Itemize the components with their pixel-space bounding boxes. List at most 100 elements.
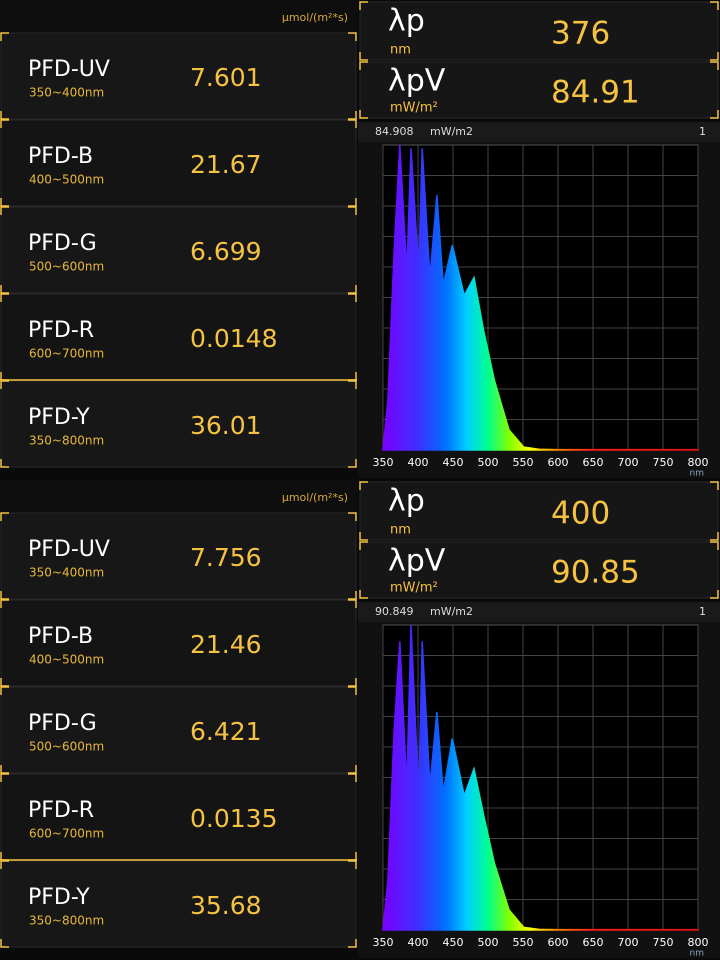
corner-mark xyxy=(710,481,719,490)
y-unit: mW/m2 xyxy=(430,605,473,618)
row-card xyxy=(0,206,357,294)
row-range: 500~600nm xyxy=(29,260,104,274)
row-name: PFD-B xyxy=(28,624,93,649)
row-range: 600~700nm xyxy=(29,827,104,841)
row-value: 21.46 xyxy=(190,630,262,659)
corner-mark xyxy=(0,206,9,215)
row-range: 400~500nm xyxy=(29,653,104,667)
corner-mark xyxy=(710,1,719,10)
x-tick-label: 650 xyxy=(583,456,604,469)
row-value: 7.601 xyxy=(190,63,262,92)
x-tick-label: 450 xyxy=(443,936,464,949)
row-range: 350~400nm xyxy=(29,566,104,580)
x-tick-label: 450 xyxy=(443,456,464,469)
corner-mark xyxy=(348,860,357,869)
corner-mark xyxy=(348,599,357,608)
corner-mark xyxy=(359,481,368,490)
corner-mark xyxy=(348,773,357,782)
corner-mark xyxy=(348,111,357,120)
x-tick-label: 800 xyxy=(688,456,709,469)
corner-mark xyxy=(348,686,357,695)
row-name: PFD-UV xyxy=(28,57,110,82)
box-label: λpV xyxy=(388,64,446,99)
box-value: 84.91 xyxy=(551,75,640,111)
corner-mark xyxy=(0,380,9,389)
corner-mark xyxy=(348,765,357,774)
corner-mark xyxy=(348,459,357,468)
corner-mark xyxy=(0,198,9,207)
corner-mark xyxy=(0,293,9,302)
corner-mark xyxy=(710,61,719,70)
spectrum-area xyxy=(382,144,699,451)
corner-mark xyxy=(359,541,368,550)
row-card xyxy=(0,293,357,381)
box-label: λp xyxy=(388,4,425,39)
unit-bar xyxy=(0,0,357,32)
row-card xyxy=(0,686,357,774)
value-box xyxy=(359,1,719,61)
unit-label: μmol/(m²*s) xyxy=(282,11,348,24)
corner-mark xyxy=(348,119,357,128)
corner-mark xyxy=(348,293,357,302)
x-tick-label: 500 xyxy=(478,936,499,949)
x-tick-label: 400 xyxy=(408,456,429,469)
row-range: 350~800nm xyxy=(29,434,104,448)
row-value: 36.01 xyxy=(190,411,262,440)
corner-mark xyxy=(359,61,368,70)
row-name: PFD-B xyxy=(28,144,93,169)
x-tick-label: 550 xyxy=(513,936,534,949)
row-range: 500~600nm xyxy=(29,740,104,754)
row-card xyxy=(0,773,357,861)
row-value: 7.756 xyxy=(190,543,262,572)
corner-mark xyxy=(710,52,719,61)
row-value: 35.68 xyxy=(190,891,262,920)
row-value: 0.0135 xyxy=(190,804,277,833)
x-tick-label: 350 xyxy=(373,936,394,949)
row-card xyxy=(0,512,357,600)
corner-mark xyxy=(348,32,357,41)
row-card xyxy=(0,32,357,120)
value-box xyxy=(359,481,719,541)
x-tick-label: 400 xyxy=(408,936,429,949)
corner-mark xyxy=(710,590,719,599)
box-value: 400 xyxy=(551,496,610,532)
corner-mark xyxy=(0,939,9,948)
row-card xyxy=(0,119,357,207)
box-unit: mW/m² xyxy=(390,101,438,116)
x-tick-label: 350 xyxy=(373,456,394,469)
y-max-label: 84.908 xyxy=(375,125,414,138)
corner-mark xyxy=(0,686,9,695)
row-value: 21.67 xyxy=(190,150,262,179)
corner-mark xyxy=(348,591,357,600)
corner-mark xyxy=(0,599,9,608)
corner-mark xyxy=(348,285,357,294)
row-card xyxy=(0,860,357,948)
scale-label: 1 xyxy=(699,605,706,618)
row-name: PFD-G xyxy=(28,231,97,256)
x-tick-label: 600 xyxy=(548,936,569,949)
row-range: 400~500nm xyxy=(29,173,104,187)
row-name: PFD-R xyxy=(28,318,94,343)
x-axis-label: nm xyxy=(690,949,704,959)
row-name: PFD-Y xyxy=(28,405,90,430)
corner-mark xyxy=(0,512,9,521)
x-tick-label: 750 xyxy=(653,936,674,949)
row-card xyxy=(0,599,357,687)
row-range: 350~800nm xyxy=(29,914,104,928)
row-range: 350~400nm xyxy=(29,86,104,100)
corner-mark xyxy=(710,532,719,541)
x-tick-label: 650 xyxy=(583,936,604,949)
corner-mark xyxy=(0,32,9,41)
row-card xyxy=(0,380,357,468)
corner-mark xyxy=(359,1,368,10)
box-unit: nm xyxy=(390,43,411,58)
x-axis-label: nm xyxy=(690,469,704,479)
corner-mark xyxy=(348,380,357,389)
corner-mark xyxy=(0,459,9,468)
corner-mark xyxy=(348,206,357,215)
corner-mark xyxy=(348,678,357,687)
corner-mark xyxy=(0,860,9,869)
corner-mark xyxy=(0,285,9,294)
corner-mark xyxy=(0,765,9,774)
